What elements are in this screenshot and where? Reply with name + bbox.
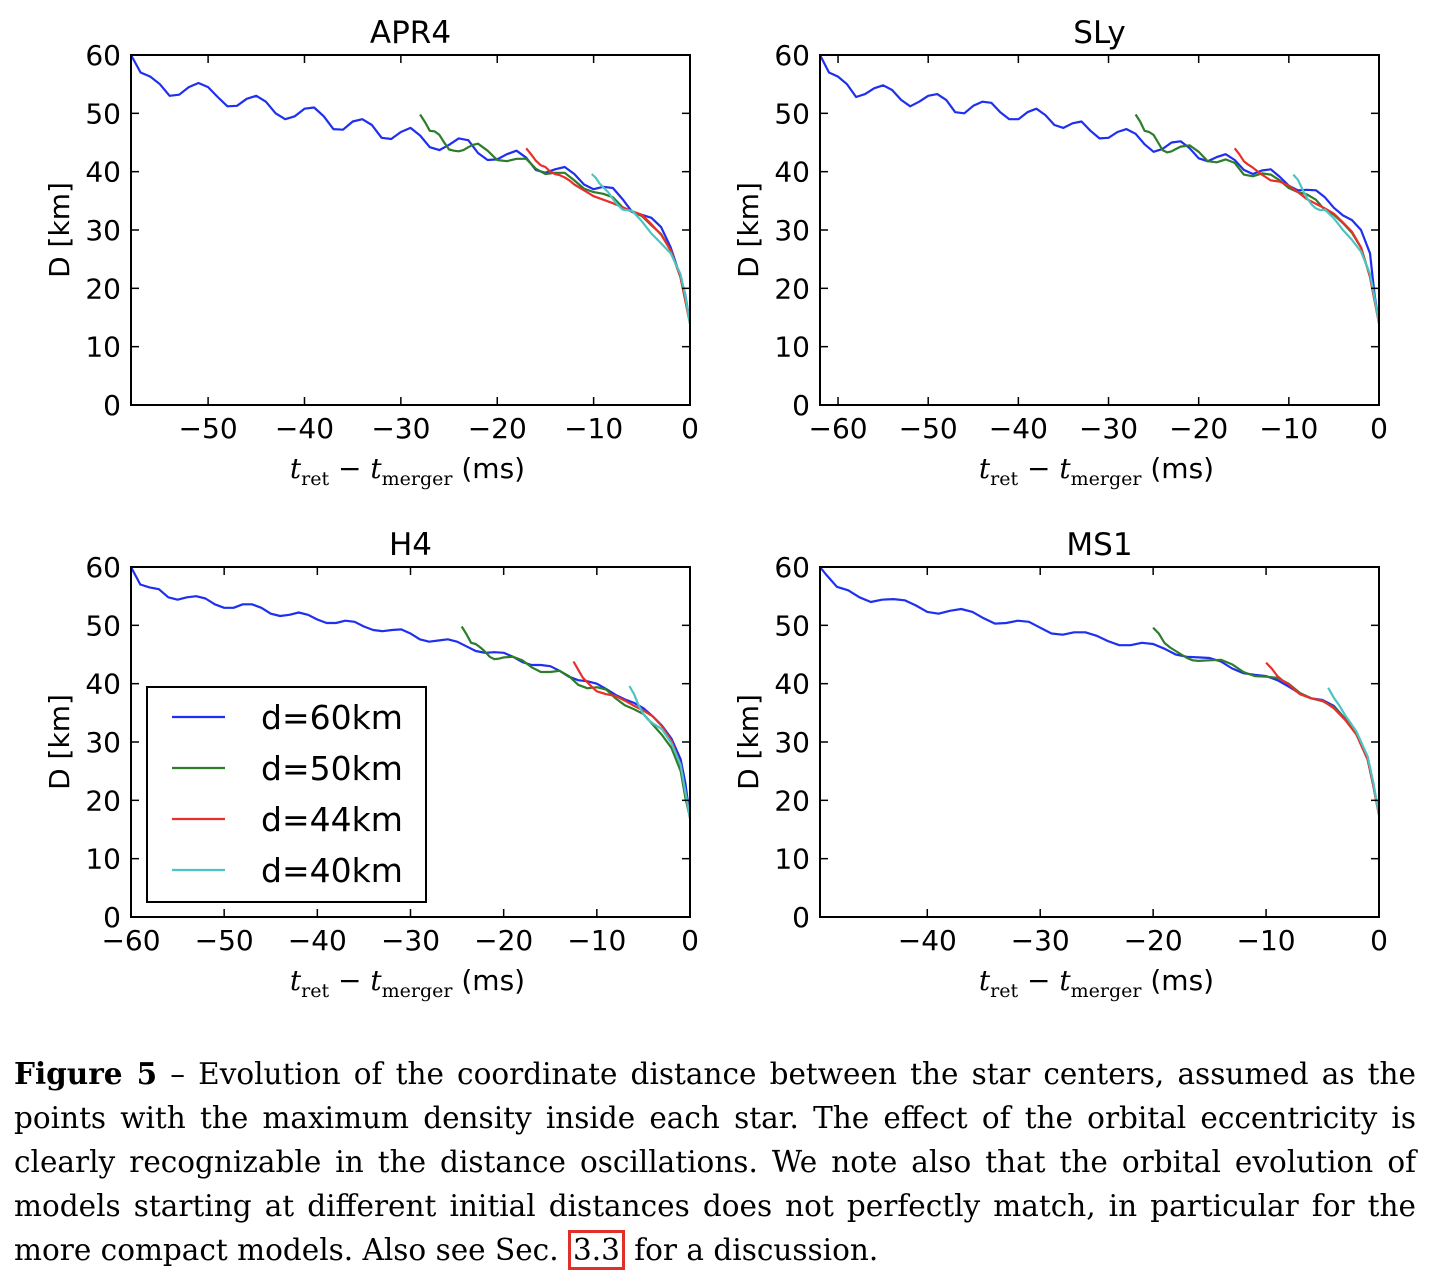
x-tick-label: −40 — [898, 924, 957, 957]
x-tick-label: −50 — [899, 412, 958, 445]
figure-caption: Figure 5 – Evolution of the coordinate d… — [14, 1052, 1416, 1272]
plot-frame — [819, 566, 1380, 918]
chart-title: H4 — [389, 527, 432, 563]
y-tick-label: 20 — [774, 784, 810, 817]
x-tick-label: −10 — [567, 924, 626, 957]
y-tick-label: 10 — [774, 843, 810, 876]
y-axis-label: D [km] — [732, 182, 765, 278]
chart-panel-1: −50 −40 −30 −20 −10 0 0 10 20 30 40 50 60 APR4 D [km] t… — [43, 15, 699, 490]
chart-title: APR4 — [370, 15, 451, 51]
y-tick-label: 0 — [792, 389, 810, 422]
legend-entry: d=50km — [261, 749, 403, 788]
series-line-d40km — [590, 173, 690, 324]
series-line-d50km — [419, 113, 690, 324]
y-tick-label: 30 — [774, 214, 810, 247]
series-line-d44km — [1233, 147, 1379, 324]
x-tick-label: −40 — [288, 924, 347, 957]
figure: −50 −40 −30 −20 −10 0 0 10 20 30 40 50 60 APR4 D [km] t… — [43, 15, 1388, 1002]
legend-entry: d=44km — [261, 800, 403, 839]
y-tick-label: 30 — [85, 214, 121, 247]
y-tick-label: 0 — [792, 901, 810, 934]
legend-box — [146, 686, 427, 903]
y-axis-label: D [km] — [43, 694, 76, 790]
series-line-d40km — [1292, 173, 1379, 324]
x-tick-label: −30 — [1079, 412, 1138, 445]
caption-label: Figure 5 — [14, 1056, 158, 1091]
x-tick-label: −50 — [195, 924, 254, 957]
chart-panel-3: −60 −50 −40 −30 −20 −10 0 0 10 20 30 40 50 60 H4 D [km]… — [43, 527, 699, 1002]
x-axis-label: tret − tmerger (ms) — [979, 964, 1214, 1002]
y-tick-label: 10 — [85, 843, 121, 876]
y-tick-label: 40 — [85, 668, 121, 701]
legend-entry: d=40km — [261, 851, 403, 890]
svg-text:tret − tmerger (ms): tret − tmerger (ms) — [979, 452, 1214, 490]
y-axis-label: D [km] — [732, 694, 765, 790]
caption-text: – Evolution of the coordinate distance b… — [14, 1057, 1416, 1267]
y-tick-label: 20 — [774, 272, 810, 305]
x-tick-label: −30 — [381, 924, 440, 957]
series-line-d50km — [1134, 113, 1379, 324]
x-tick-label: 0 — [1370, 924, 1388, 957]
series-line-d44km — [525, 147, 690, 324]
y-tick-label: 50 — [85, 97, 121, 130]
caption-text-end: for a discussion. — [624, 1233, 879, 1267]
y-tick-label: 50 — [85, 609, 121, 642]
y-tick-label: 10 — [85, 331, 121, 364]
y-tick-label: 60 — [85, 39, 121, 72]
x-axis-label: tret − tmerger (ms) — [979, 452, 1214, 490]
svg-text:tret − tmerger (ms): tret − tmerger (ms) — [290, 964, 525, 1002]
svg-text:tret − tmerger (ms): tret − tmerger (ms) — [979, 964, 1214, 1002]
y-tick-label: 60 — [774, 39, 810, 72]
x-tick-label: −60 — [808, 412, 867, 445]
x-tick-label: −20 — [1169, 412, 1228, 445]
x-tick-label: 0 — [1370, 412, 1388, 445]
series-line-d40km — [628, 685, 690, 818]
x-tick-label: 0 — [681, 412, 699, 445]
legend: d=60km d=50km d=44km d=40km — [146, 686, 427, 903]
chart-title: MS1 — [1066, 527, 1132, 563]
x-axis-label: tret − tmerger (ms) — [290, 964, 525, 1002]
y-tick-label: 50 — [774, 609, 810, 642]
y-tick-label: 40 — [85, 156, 121, 189]
series-line-d60km — [131, 55, 690, 324]
y-tick-label: 0 — [103, 389, 121, 422]
x-tick-label: −10 — [564, 412, 623, 445]
y-tick-label: 20 — [85, 784, 121, 817]
y-tick-label: 30 — [85, 726, 121, 759]
chart-panel-2: −60 −50 −40 −30 −20 −10 0 0 10 20 30 40 50 60 SLy D [km… — [732, 15, 1388, 490]
plot-frame — [130, 54, 691, 406]
x-tick-label: −30 — [1011, 924, 1070, 957]
chart-panel-4: −40 −30 −20 −10 0 0 10 20 30 40 50 60 MS1 D [km] tret … — [732, 527, 1388, 1002]
legend-entry: d=60km — [261, 698, 403, 737]
x-tick-label: −60 — [101, 924, 160, 957]
series-line-d50km — [460, 625, 690, 819]
y-tick-label: 40 — [774, 668, 810, 701]
section-reference-link[interactable]: 3.3 — [567, 1230, 625, 1270]
x-tick-label: −40 — [275, 412, 334, 445]
x-tick-label: −20 — [1124, 924, 1183, 957]
svg-text:tret − tmerger (ms): tret − tmerger (ms) — [290, 452, 525, 490]
y-axis-label: D [km] — [43, 182, 76, 278]
series-line-d40km — [1327, 687, 1379, 816]
y-tick-label: 60 — [85, 551, 121, 584]
x-tick-label: −20 — [474, 924, 533, 957]
y-tick-label: 60 — [774, 551, 810, 584]
x-tick-label: −30 — [371, 412, 430, 445]
x-tick-label: 0 — [681, 924, 699, 957]
plot-frame — [819, 54, 1380, 406]
x-tick-label: −50 — [179, 412, 238, 445]
y-tick-label: 30 — [774, 726, 810, 759]
x-tick-label: −10 — [1259, 412, 1318, 445]
series-line-d44km — [1265, 661, 1379, 816]
x-axis-label: tret − tmerger (ms) — [290, 452, 525, 490]
x-tick-label: −40 — [989, 412, 1048, 445]
x-tick-label: −20 — [468, 412, 527, 445]
y-tick-label: 50 — [774, 97, 810, 130]
x-tick-label: −10 — [1237, 924, 1296, 957]
y-tick-label: 0 — [103, 901, 121, 934]
y-tick-label: 10 — [774, 331, 810, 364]
y-tick-label: 20 — [85, 272, 121, 305]
y-tick-label: 40 — [774, 156, 810, 189]
chart-title: SLy — [1073, 15, 1125, 51]
